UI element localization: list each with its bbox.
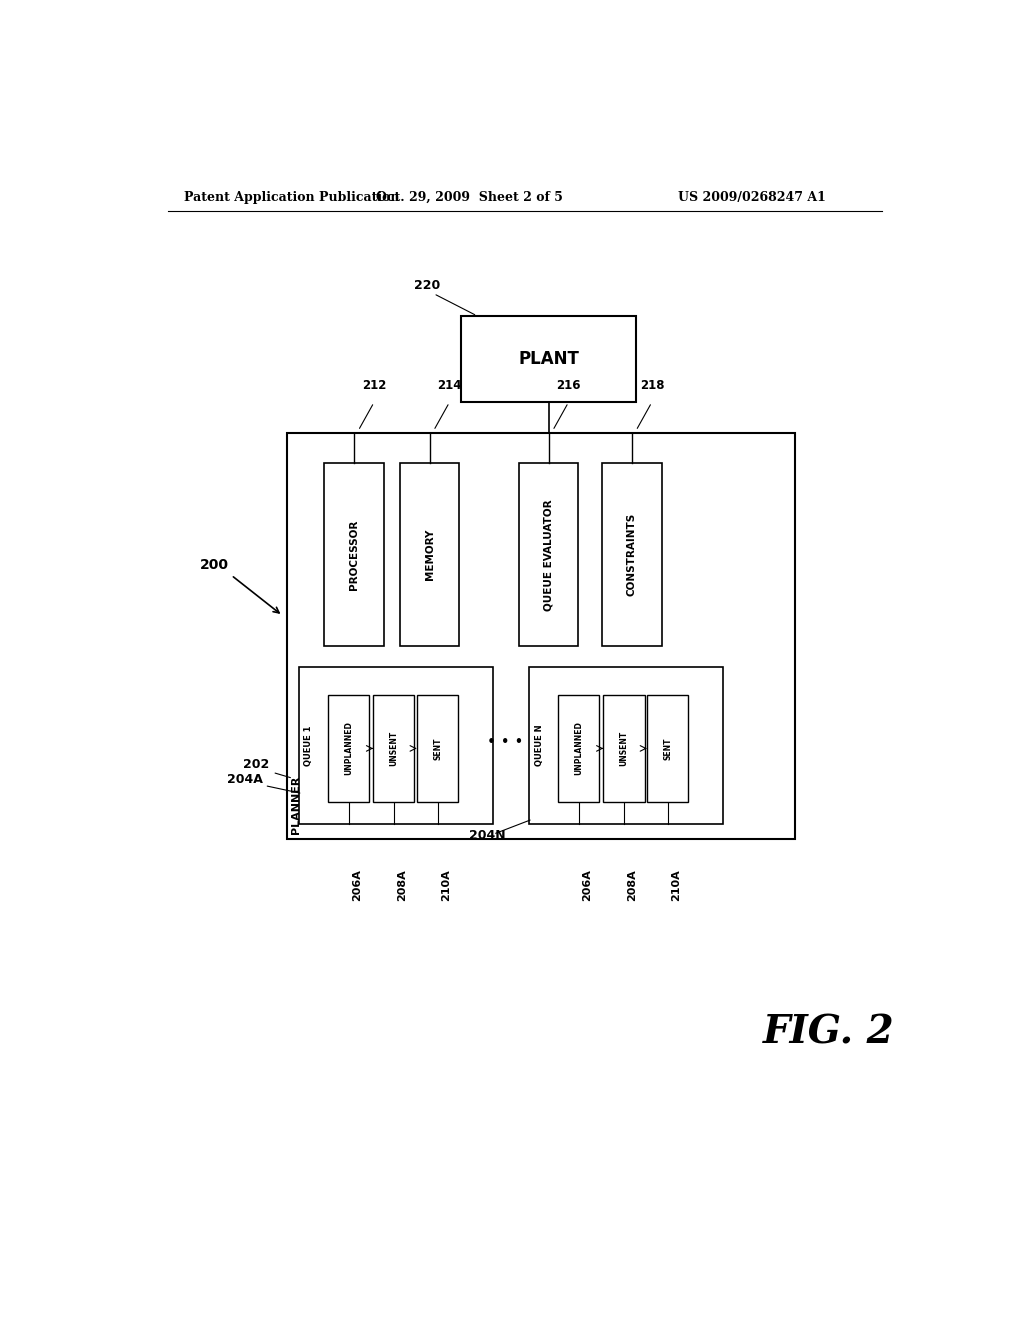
Bar [603, 696, 645, 801]
Text: 204N: 204N [469, 829, 506, 842]
Text: • • •: • • • [486, 735, 523, 750]
Text: 204A: 204A [227, 774, 263, 787]
Text: UNPLANNED: UNPLANNED [574, 722, 584, 775]
Text: PROCESSOR: PROCESSOR [349, 520, 359, 590]
Text: QUEUE 1: QUEUE 1 [304, 725, 313, 766]
Text: 220: 220 [414, 279, 440, 292]
Text: Patent Application Publication: Patent Application Publication [183, 190, 399, 203]
Text: FIG. 2: FIG. 2 [763, 1014, 895, 1052]
Bar [299, 667, 494, 824]
Text: UNSENT: UNSENT [389, 731, 398, 766]
Text: Oct. 29, 2009  Sheet 2 of 5: Oct. 29, 2009 Sheet 2 of 5 [376, 190, 562, 203]
Text: SENT: SENT [433, 737, 442, 760]
Bar [287, 433, 795, 840]
Bar [328, 696, 370, 801]
Text: 206A: 206A [352, 869, 361, 902]
Text: 206A: 206A [582, 869, 592, 902]
Text: SENT: SENT [664, 737, 672, 760]
Text: 208A: 208A [397, 870, 407, 902]
Text: 216: 216 [557, 379, 581, 392]
Bar [647, 696, 688, 801]
Text: QUEUE EVALUATOR: QUEUE EVALUATOR [544, 499, 554, 611]
Text: UNSENT: UNSENT [620, 731, 629, 766]
Text: 210A: 210A [671, 870, 681, 902]
Text: UNPLANNED: UNPLANNED [344, 722, 353, 775]
Text: 202: 202 [243, 758, 269, 771]
Bar [558, 696, 599, 801]
Bar [399, 463, 460, 647]
Bar [528, 667, 723, 824]
Text: CONSTRAINTS: CONSTRAINTS [627, 513, 637, 597]
Text: 200: 200 [200, 558, 228, 572]
Bar [373, 696, 415, 801]
Bar [325, 463, 384, 647]
Text: 212: 212 [362, 379, 386, 392]
Text: PLANNER: PLANNER [291, 776, 301, 834]
Text: US 2009/0268247 A1: US 2009/0268247 A1 [679, 190, 826, 203]
Text: 208A: 208A [627, 870, 637, 902]
Bar [417, 696, 458, 801]
Text: QUEUE N: QUEUE N [535, 725, 544, 766]
Text: MEMORY: MEMORY [425, 529, 434, 581]
Text: PLANT: PLANT [518, 350, 579, 368]
Text: 214: 214 [437, 379, 462, 392]
Bar [519, 463, 579, 647]
Text: 210A: 210A [440, 870, 451, 902]
Bar [461, 315, 636, 403]
Bar [602, 463, 662, 647]
Text: 218: 218 [640, 379, 665, 392]
